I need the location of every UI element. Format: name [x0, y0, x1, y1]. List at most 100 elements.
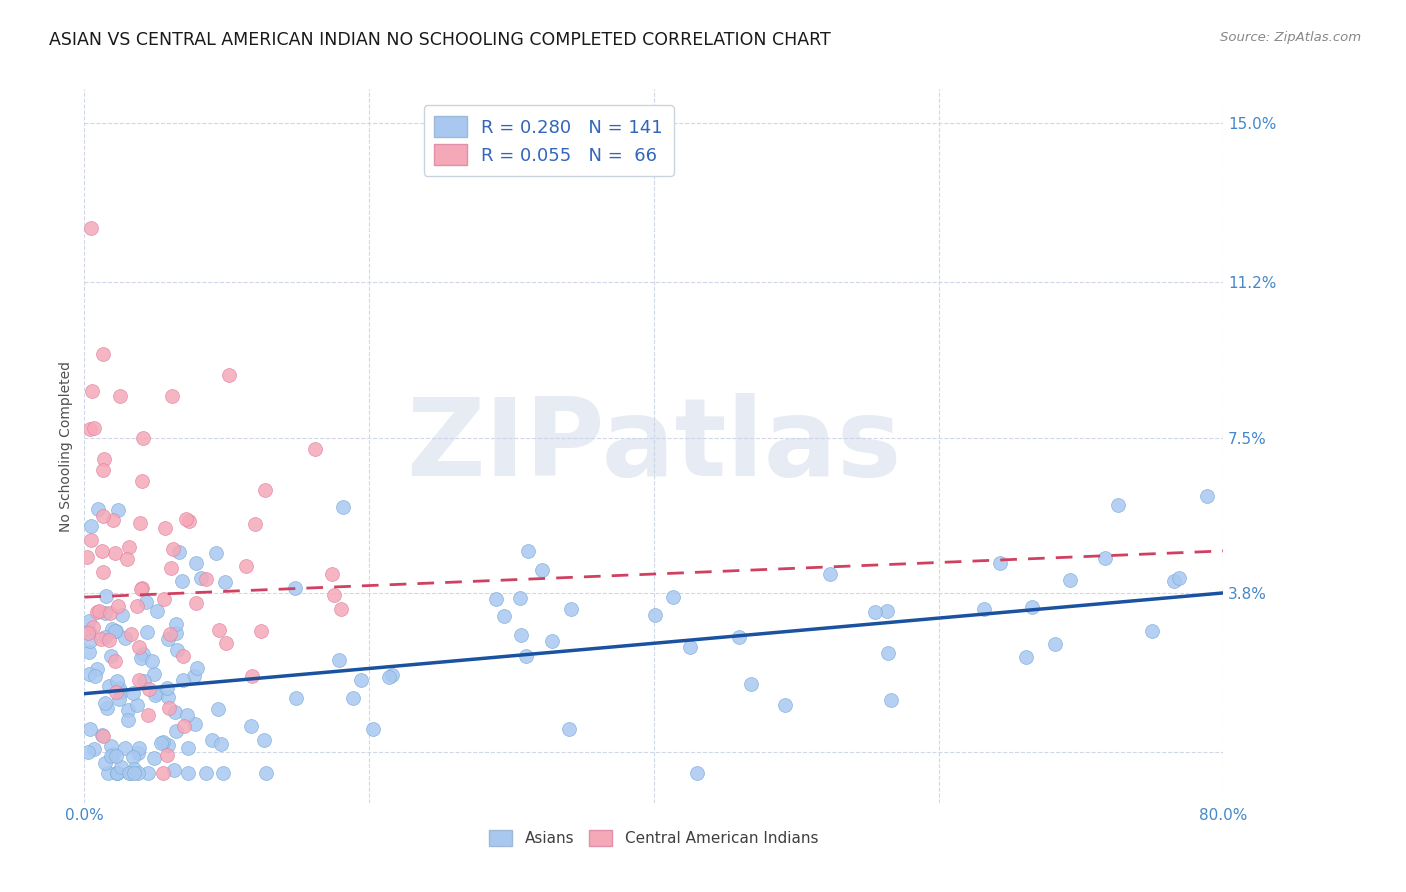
Point [117, 703, 139, 717]
Point [321, 567, 343, 582]
Point [208, 624, 231, 638]
Point [214, 574, 236, 589]
Point [134, 673, 156, 688]
Point [136, 707, 159, 722]
Point [494, 608, 516, 623]
Point [209, 737, 232, 751]
Point [186, 661, 208, 675]
Point [249, 624, 271, 638]
Point [83, 421, 105, 435]
Point [94, 697, 117, 711]
Point [157, 632, 180, 646]
Point [138, 682, 160, 697]
Point [131, 474, 153, 488]
Point [509, 628, 531, 642]
Point [253, 483, 276, 497]
Point [204, 546, 226, 560]
Point [156, 748, 179, 763]
Point [184, 716, 207, 731]
Point [531, 563, 554, 577]
Point [82, 620, 104, 634]
Point [79, 518, 101, 533]
Point [1168, 571, 1191, 585]
Y-axis label: No Schooling Completed: No Schooling Completed [59, 360, 73, 532]
Point [94, 756, 117, 771]
Point [143, 667, 166, 681]
Point [644, 607, 666, 622]
Point [104, 685, 127, 699]
Point [94, 606, 117, 620]
Point [120, 626, 142, 640]
Point [879, 693, 901, 707]
Point [114, 740, 136, 755]
Point [129, 516, 152, 531]
Point [101, 513, 124, 527]
Point [105, 765, 128, 780]
Point [76, 745, 98, 759]
Point [186, 596, 208, 610]
Point [93, 346, 115, 360]
Point [127, 746, 149, 760]
Point [97, 766, 120, 780]
Point [165, 617, 187, 632]
Point [165, 723, 187, 738]
Point [194, 766, 217, 780]
Point [94, 630, 117, 644]
Point [162, 542, 184, 557]
Point [863, 605, 886, 619]
Point [124, 766, 146, 780]
Point [128, 640, 150, 655]
Point [107, 502, 129, 516]
Point [686, 766, 709, 780]
Point [284, 581, 307, 595]
Point [509, 591, 531, 606]
Point [104, 624, 127, 639]
Point [90, 543, 112, 558]
Point [93, 509, 115, 524]
Point [679, 640, 702, 655]
Point [83, 669, 105, 683]
Point [100, 749, 122, 764]
Point [350, 673, 373, 687]
Point [190, 571, 212, 585]
Point [100, 739, 122, 754]
Point [91, 728, 114, 742]
Point [120, 766, 142, 780]
Point [988, 556, 1011, 570]
Point [1197, 489, 1219, 503]
Point [118, 766, 141, 780]
Point [1107, 498, 1129, 512]
Point [76, 549, 98, 564]
Point [110, 685, 132, 699]
Point [328, 653, 350, 667]
Point [515, 648, 537, 663]
Point [183, 669, 205, 683]
Point [79, 422, 101, 436]
Point [77, 666, 100, 681]
Point [104, 624, 127, 639]
Point [105, 674, 128, 689]
Point [104, 654, 127, 668]
Point [131, 648, 153, 662]
Point [127, 766, 149, 780]
Point [118, 540, 141, 554]
Point [153, 591, 176, 606]
Point [179, 514, 201, 528]
Point [91, 463, 114, 477]
Point [142, 751, 165, 765]
Point [973, 601, 995, 615]
Point [132, 431, 155, 445]
Point [160, 560, 183, 574]
Point [82, 384, 104, 398]
Point [83, 741, 105, 756]
Point [167, 545, 190, 559]
Point [153, 521, 176, 535]
Point [727, 630, 749, 644]
Point [174, 512, 197, 526]
Point [77, 614, 100, 628]
Point [163, 763, 186, 777]
Point [239, 719, 262, 733]
Point [252, 733, 274, 747]
Point [93, 451, 115, 466]
Point [97, 679, 120, 693]
